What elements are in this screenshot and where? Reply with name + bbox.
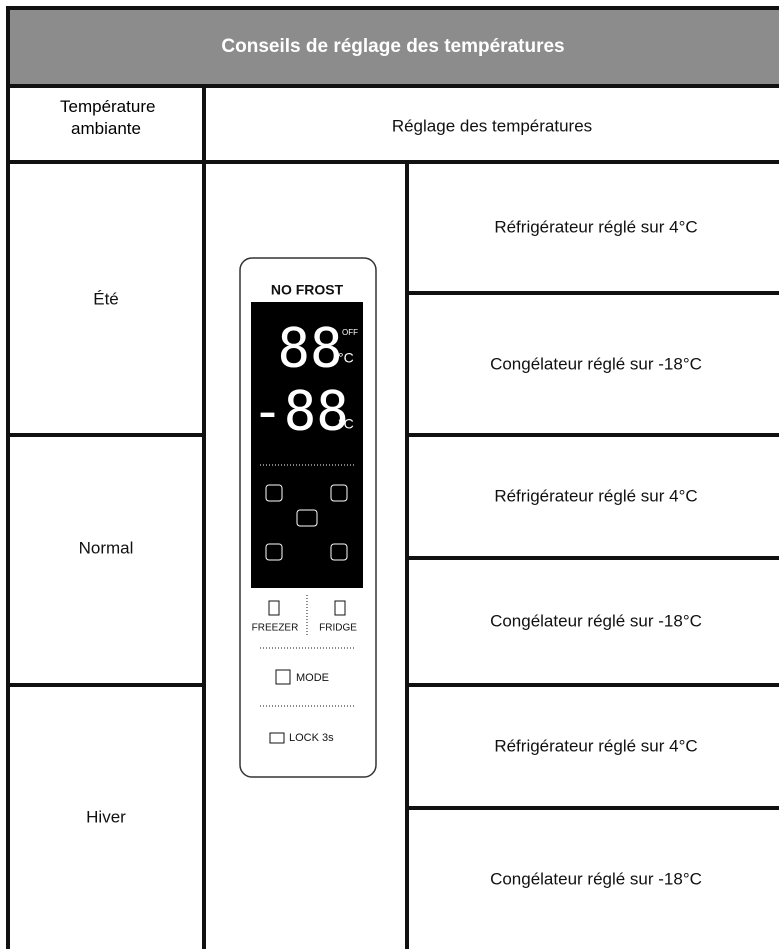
control-panel: NO FROST 88 OFF °C -88 °C FREEZER FRIDGE…	[239, 257, 377, 778]
icon	[330, 543, 348, 561]
setting: Réfrigérateur réglé sur 4°C	[494, 736, 697, 755]
title: Conseils de réglage des températures	[221, 36, 564, 57]
icon	[269, 732, 285, 744]
brand: NO FROST	[271, 282, 344, 298]
icon	[265, 543, 283, 561]
button-label: MODE	[296, 672, 329, 684]
setting: Réfrigérateur réglé sur 4°C	[494, 486, 697, 505]
header-band	[8, 8, 779, 86]
fridge-display: 88	[277, 317, 342, 380]
off-label: OFF	[342, 328, 358, 337]
unit: °C	[338, 416, 354, 432]
season: Normal	[79, 538, 134, 557]
icon	[268, 600, 280, 616]
season: Hiver	[86, 807, 126, 826]
setting: Congélateur réglé sur -18°C	[490, 869, 702, 888]
season: Été	[93, 289, 119, 308]
button-label: FREEZER	[252, 623, 299, 634]
setting: Congélateur réglé sur -18°C	[490, 354, 702, 373]
column-header: Réglage des températures	[392, 116, 592, 135]
setting: Réfrigérateur réglé sur 4°C	[494, 217, 697, 236]
display	[251, 302, 363, 588]
icon	[330, 484, 348, 502]
button-label: LOCK 3s	[289, 732, 334, 744]
freezer-display: -88	[251, 380, 349, 443]
icon	[296, 509, 318, 527]
icon	[265, 484, 283, 502]
button-label: FRIDGE	[319, 623, 357, 634]
setting: Congélateur réglé sur -18°C	[490, 611, 702, 630]
unit: °C	[338, 350, 354, 366]
column-header-cell: Température ambiante	[60, 97, 156, 138]
column-header: Température ambiante	[60, 97, 156, 138]
icon	[334, 600, 346, 616]
icon	[275, 669, 291, 685]
